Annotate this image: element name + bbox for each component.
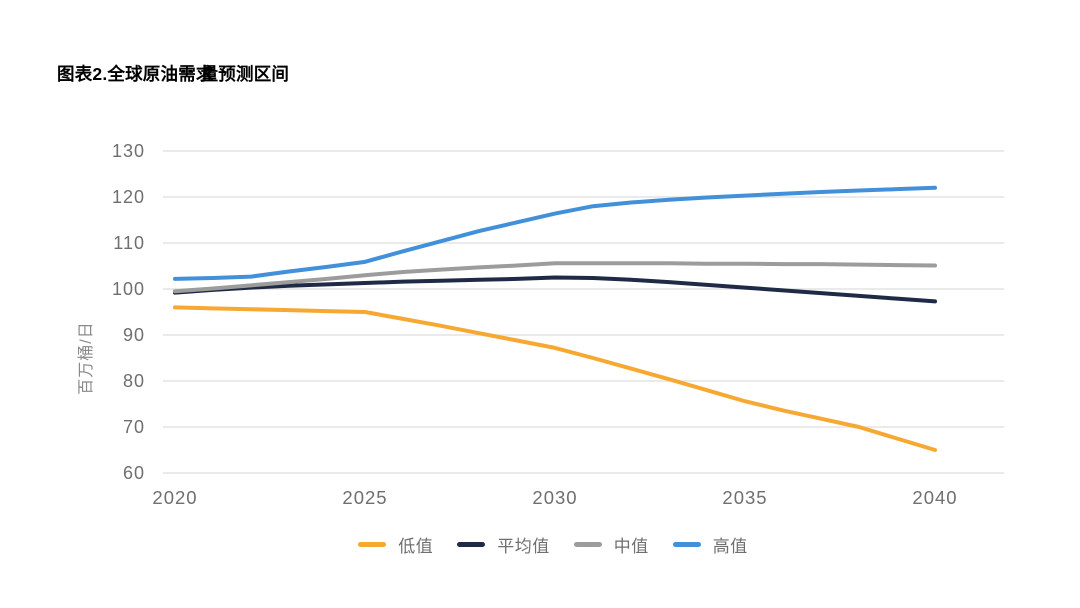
y-tick-label-120: 120 [111, 187, 145, 207]
y-tick-label-60: 60 [122, 463, 145, 483]
x-tick-label-2035: 2035 [722, 487, 768, 508]
legend-label-低值: 低值 [398, 537, 434, 556]
series-line-高值 [173, 185, 937, 281]
chart-title-part-3: 量预测区间 [200, 64, 290, 84]
chart-title-part-2: 求 [195, 64, 214, 84]
y-tick-label-80: 80 [122, 371, 145, 391]
series-line-平均值 [173, 275, 937, 304]
legend-swatch-平均值 [457, 542, 486, 547]
y-tick-label-130: 130 [111, 141, 145, 161]
y-tick-label-70: 70 [122, 417, 145, 437]
y-axis-label: 百万桶/日 [78, 321, 95, 395]
y-tick-label-100: 100 [111, 279, 145, 299]
legend-swatch-高值 [672, 542, 701, 547]
legend-label-高值: 高值 [712, 537, 748, 556]
legend-label-平均值: 平均值 [497, 537, 550, 556]
legend-item-低值: 低值 [358, 532, 433, 557]
x-tick-label-2030: 2030 [532, 487, 578, 508]
chart-title-part-1: 图表2.全球原油需 [57, 64, 196, 84]
x-tick-label-2020: 2020 [152, 487, 198, 508]
chart-title: 图表2.全球原油需求量预测区间 [57, 61, 289, 86]
legend-swatch-中值 [573, 542, 602, 547]
series-line-中值 [173, 261, 937, 294]
x-tick-label-2025: 2025 [342, 487, 388, 508]
legend-swatch-低值 [358, 542, 387, 547]
y-tick-label-90: 90 [122, 325, 145, 345]
x-tick-label-2040: 2040 [912, 487, 958, 508]
chart-legend: 低值 平均值 中值 高值 [0, 532, 1080, 557]
legend-item-中值: 中值 [573, 532, 649, 557]
legend-label-中值: 中值 [613, 537, 649, 556]
legend-item-高值: 高值 [672, 532, 748, 557]
series-line-低值 [173, 305, 937, 452]
y-tick-label-110: 110 [113, 233, 145, 253]
legend-item-平均值: 平均值 [457, 532, 550, 557]
